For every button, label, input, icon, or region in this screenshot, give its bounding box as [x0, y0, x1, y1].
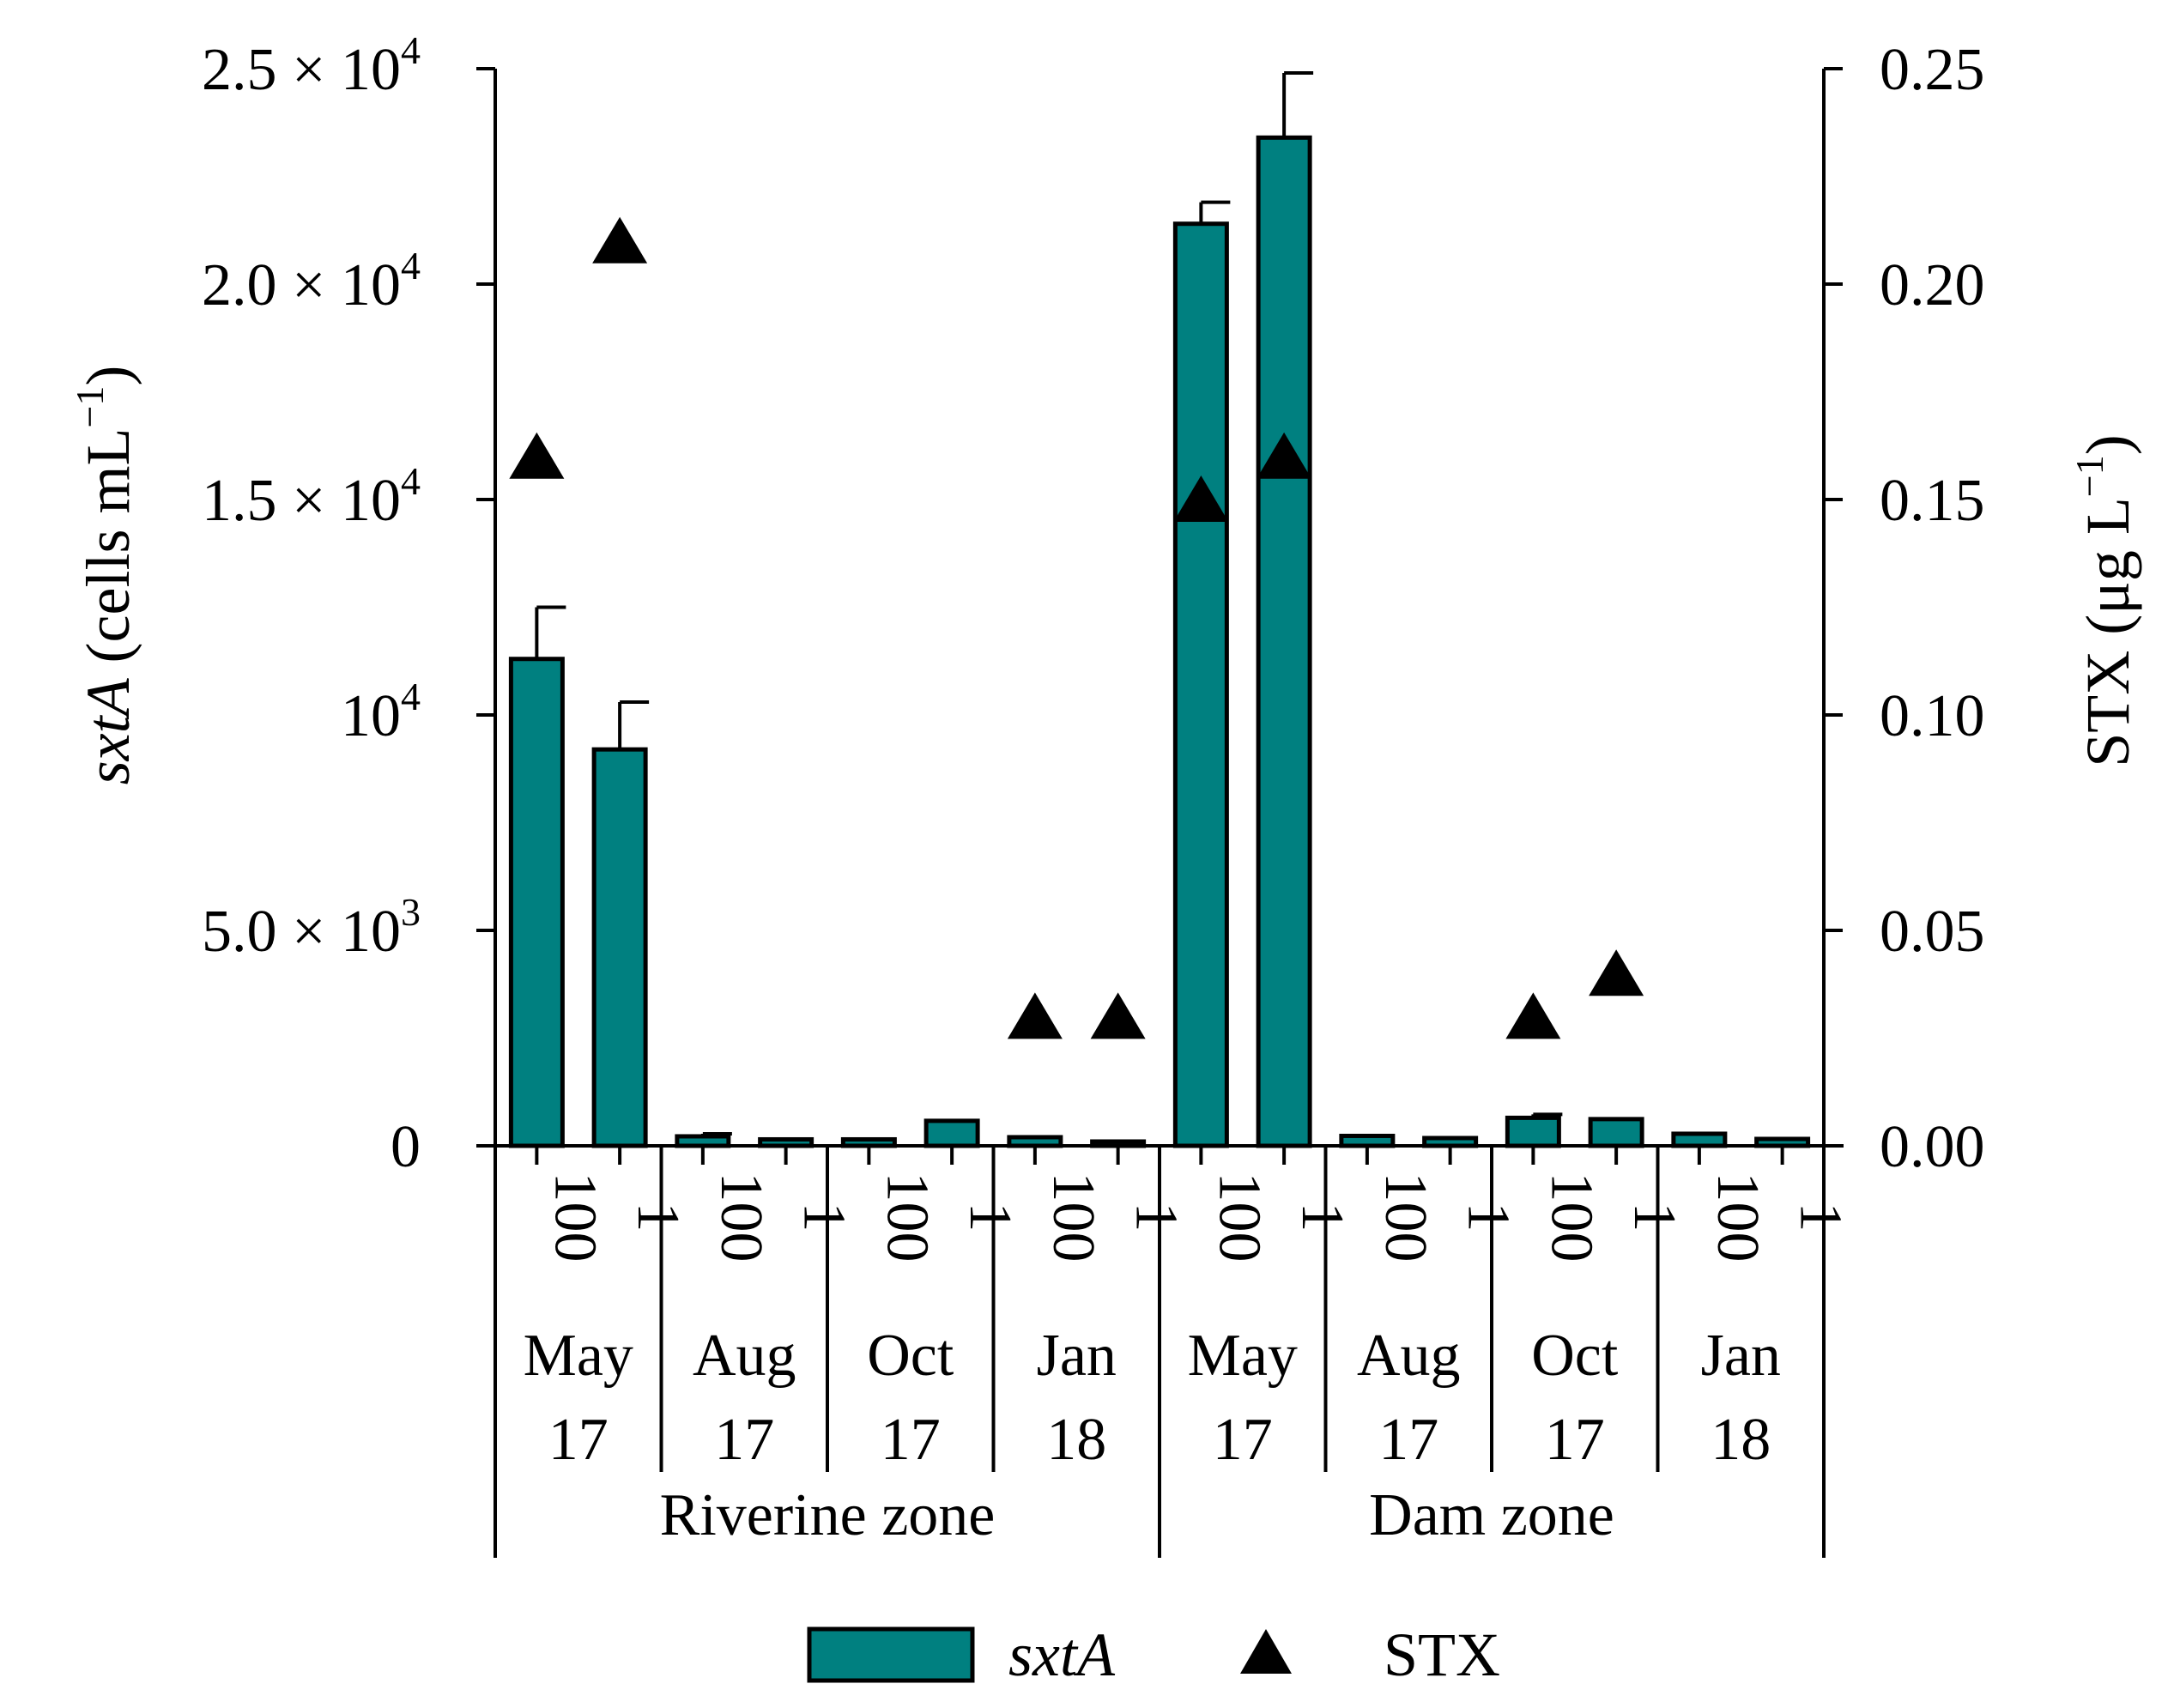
legend: sxtA STX	[807, 1620, 1500, 1689]
year-label: 17	[1545, 1407, 1605, 1473]
category-label: 1	[791, 1202, 857, 1233]
legend-marker-label: STX	[1384, 1620, 1500, 1689]
sxtA-bar	[1172, 221, 1229, 1148]
legend-bar-swatch	[807, 1626, 975, 1683]
right-tick-label: 0.05	[1880, 899, 1985, 965]
sxtA-bar	[1671, 1131, 1728, 1148]
year-label: 17	[881, 1407, 941, 1473]
right-tick-label: 0.15	[1880, 468, 1985, 534]
year-label: 17	[1213, 1407, 1273, 1473]
year-label: 17	[714, 1407, 774, 1473]
right-tick-label: 0.10	[1880, 683, 1985, 749]
category-label: 1	[1788, 1202, 1854, 1233]
right-tick-label: 0.00	[1880, 1114, 1985, 1180]
left-tick-label: 0	[391, 1114, 421, 1180]
left-tick-label: 104	[341, 675, 421, 749]
sxtA-bar	[591, 747, 648, 1148]
legend-bar-label: sxtA	[1008, 1620, 1116, 1689]
category-label: 100	[1538, 1172, 1604, 1263]
stx-marker	[1589, 949, 1644, 996]
right-axis-title: STX (μg L−1)	[2068, 434, 2142, 767]
category-label: 100	[1705, 1172, 1771, 1263]
month-label: Jan	[1037, 1323, 1117, 1389]
sxtA-bar	[675, 1134, 731, 1148]
month-label: Jan	[1701, 1323, 1781, 1389]
category-label: 1	[1123, 1202, 1190, 1233]
month-label: Aug	[693, 1323, 796, 1389]
category-label: 100	[1040, 1172, 1106, 1263]
zone-label: Dam zone	[1369, 1482, 1614, 1548]
category-label: 1	[1621, 1202, 1687, 1233]
category-label: 100	[1206, 1172, 1272, 1263]
left-tick-label: 1.5 × 104	[202, 459, 421, 534]
sxtA-bar	[1339, 1133, 1396, 1148]
sxtA-bar	[1754, 1136, 1811, 1148]
category-label: 1	[1289, 1202, 1355, 1233]
stx-marker	[509, 432, 565, 479]
sxtA-bar	[508, 657, 565, 1148]
category-label: 100	[542, 1172, 608, 1263]
month-label: Oct	[867, 1323, 954, 1389]
left-tick-label: 5.0 × 103	[202, 890, 421, 965]
right-tick-label: 0.20	[1880, 252, 1985, 318]
sxtA-bar	[758, 1136, 814, 1148]
right-tick-label: 0.25	[1880, 37, 1985, 103]
year-label: 17	[548, 1407, 609, 1473]
left-tick-label: 2.0 × 104	[202, 244, 421, 318]
category-label: 1	[625, 1202, 691, 1233]
stx-marker	[592, 216, 648, 263]
month-label: May	[524, 1323, 633, 1389]
sxtA-bar	[923, 1118, 980, 1148]
category-label: 100	[874, 1172, 940, 1263]
left-axis-title: sxtA (cells mL−1)	[68, 366, 142, 785]
sxtA-bar	[1588, 1117, 1644, 1148]
legend-triangle-marker	[1240, 1629, 1292, 1674]
sxtA-bar	[1256, 135, 1312, 1148]
month-label: Oct	[1531, 1323, 1619, 1389]
stx-marker	[1257, 432, 1312, 479]
year-label: 18	[1046, 1407, 1106, 1473]
left-tick-label: 2.5 × 104	[202, 28, 421, 103]
zone-label: Riverine zone	[660, 1482, 996, 1548]
category-label: 1	[957, 1202, 1023, 1233]
year-label: 17	[1378, 1407, 1438, 1473]
sxtA-bar	[1505, 1115, 1561, 1148]
month-label: May	[1188, 1323, 1298, 1389]
sxtA-bar	[1090, 1139, 1147, 1148]
category-label: 1	[1456, 1202, 1522, 1233]
sxtA-bar	[1422, 1136, 1479, 1148]
year-label: 18	[1711, 1407, 1771, 1473]
sxtA-bar	[840, 1136, 897, 1148]
stx-marker	[1090, 992, 1146, 1039]
category-label: 100	[708, 1172, 774, 1263]
stx-marker	[1007, 992, 1063, 1039]
sxtA-bar	[1007, 1135, 1063, 1148]
category-label: 100	[1372, 1172, 1438, 1263]
month-label: Aug	[1357, 1323, 1461, 1389]
stx-marker	[1173, 475, 1229, 522]
stx-marker	[1505, 992, 1561, 1039]
